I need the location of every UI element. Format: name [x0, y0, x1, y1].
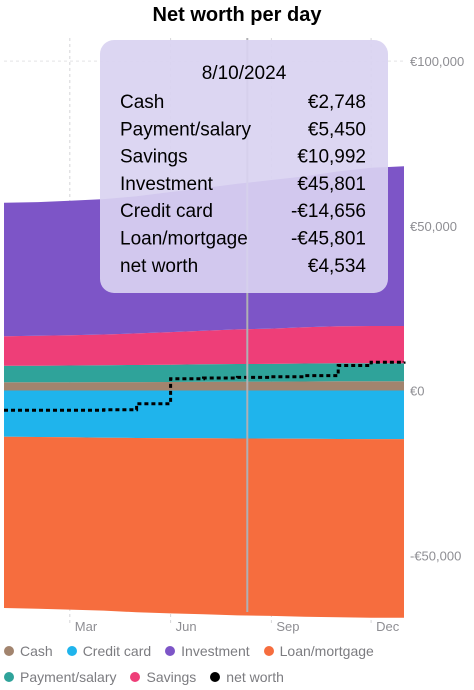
- legend-item-investment: Investment: [165, 643, 250, 659]
- legend-item-cash: Cash: [4, 643, 53, 659]
- legend-dot-icon: [130, 672, 141, 682]
- x-tick-label: Dec: [376, 619, 400, 634]
- legend-label: Credit card: [82, 643, 152, 659]
- area-savings: [4, 326, 404, 366]
- tooltip-row-label: Credit card: [120, 201, 213, 222]
- y-tick-label: €0: [410, 384, 424, 399]
- legend-dot-icon: [165, 646, 176, 656]
- chart-title: Net worth per day: [153, 4, 323, 26]
- y-tick-label: €50,000: [410, 219, 457, 234]
- legend-item-salary: Payment/salary: [4, 669, 116, 685]
- x-tick-label: Mar: [75, 619, 98, 634]
- tooltip-row-value: -€45,801: [291, 229, 366, 250]
- tooltip-row-value: €5,450: [308, 119, 366, 140]
- legend-label: Savings: [146, 669, 197, 685]
- tooltip-row-value: €45,801: [297, 174, 366, 195]
- legend-item-credit: Credit card: [66, 643, 152, 659]
- legend-item-networth: net worth: [210, 669, 284, 685]
- tooltip-row-label: net worth: [120, 256, 198, 277]
- area-cash: [4, 381, 404, 391]
- net-worth-line-layer: [4, 360, 406, 412]
- y-tick-label: €100,000: [410, 54, 464, 69]
- y-tick-label: -€50,000: [410, 548, 461, 563]
- legend-dot-icon: [4, 646, 14, 656]
- tooltip-row-value: -€14,656: [291, 201, 366, 222]
- tooltip-row-label: Investment: [120, 174, 214, 195]
- chart-legend: Cash Credit card Investment Loan/mortgage P…: [4, 638, 472, 690]
- legend-dot-icon: [4, 672, 14, 682]
- tooltip-date: 8/10/2024: [202, 63, 287, 84]
- area-credit: [4, 390, 404, 440]
- legend-label: Payment/salary: [20, 669, 117, 685]
- tooltip-row-label: Savings: [120, 147, 188, 168]
- area-loan: [4, 436, 404, 618]
- x-tick-label: Sep: [276, 619, 299, 634]
- tooltip-background: [100, 40, 388, 293]
- legend-item-savings: Savings: [130, 669, 196, 685]
- net-worth-chart[interactable]: Net worth per day Mar Jun Sep Dec €100,000€…: [0, 0, 474, 636]
- tooltip-row-label: Payment/salary: [120, 119, 251, 140]
- x-axis-ticks: Mar Jun Sep Dec: [75, 619, 400, 634]
- legend-label: Loan/mortgage: [279, 643, 374, 659]
- tooltip-row-label: Loan/mortgage: [120, 229, 248, 250]
- tooltip-row-value: €4,534: [308, 256, 367, 277]
- legend-label: net worth: [226, 669, 284, 685]
- legend-dot-icon: [210, 672, 221, 682]
- tooltip-rows: Cash €2,748 Payment/salary €5,450 Savings €10…: [120, 92, 366, 277]
- legend-dot-icon: [66, 646, 77, 656]
- legend-row: Payment/salary Savings net worth: [4, 664, 472, 690]
- tooltip-row-value: €2,748: [308, 92, 366, 113]
- line-networth: [4, 360, 406, 412]
- legend-item-loan: Loan/mortgage: [263, 643, 374, 659]
- area-salary: [4, 363, 404, 383]
- legend-label: Cash: [20, 643, 53, 659]
- tooltip-row-label: Cash: [120, 92, 164, 113]
- legend-row: Cash Credit card Investment Loan/mortgage: [4, 638, 472, 664]
- legend-dot-icon: [263, 646, 274, 656]
- selection-tooltip: 8/10/2024 Cash €2,748 Payment/salary €5,450…: [100, 40, 388, 293]
- legend-label: Investment: [181, 643, 250, 659]
- tooltip-row-value: €10,992: [297, 147, 366, 168]
- y-axis-ticks: €100,000 €50,000 €0 -€50,000: [410, 54, 464, 563]
- x-tick-label: Jun: [176, 619, 197, 634]
